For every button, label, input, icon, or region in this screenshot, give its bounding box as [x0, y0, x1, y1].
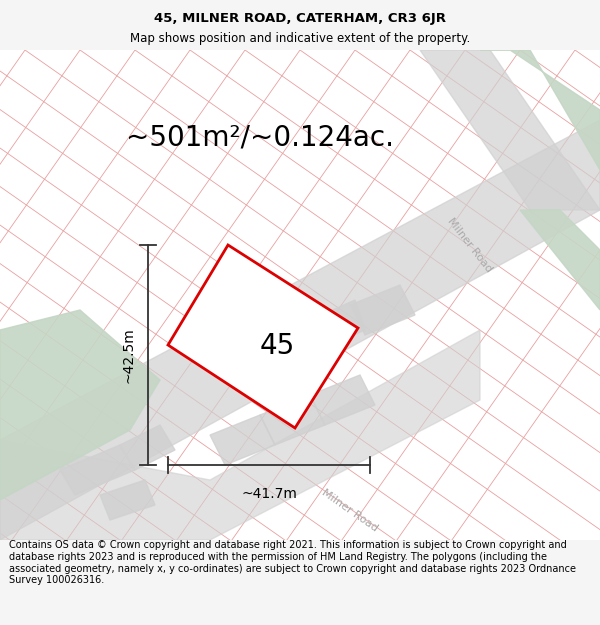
Text: Milner Road: Milner Road	[446, 216, 494, 274]
Polygon shape	[520, 210, 600, 310]
Polygon shape	[260, 395, 325, 445]
Text: ~42.5m: ~42.5m	[122, 327, 136, 383]
Text: Milner Road: Milner Road	[320, 487, 380, 533]
Text: ~501m²/~0.124ac.: ~501m²/~0.124ac.	[126, 124, 394, 152]
Polygon shape	[210, 415, 275, 465]
Text: Contains OS data © Crown copyright and database right 2021. This information is : Contains OS data © Crown copyright and d…	[9, 541, 576, 585]
Text: 45: 45	[260, 332, 295, 361]
Polygon shape	[420, 50, 600, 210]
Polygon shape	[60, 445, 135, 495]
Polygon shape	[0, 310, 160, 500]
Polygon shape	[350, 285, 415, 335]
Text: Map shows position and indicative extent of the property.: Map shows position and indicative extent…	[130, 32, 470, 45]
Text: 45, MILNER ROAD, CATERHAM, CR3 6JR: 45, MILNER ROAD, CATERHAM, CR3 6JR	[154, 12, 446, 25]
Polygon shape	[0, 330, 480, 540]
Polygon shape	[100, 480, 155, 520]
Polygon shape	[480, 50, 600, 170]
Polygon shape	[310, 375, 375, 425]
Polygon shape	[168, 245, 358, 428]
Polygon shape	[0, 120, 600, 540]
Text: ~41.7m: ~41.7m	[241, 487, 297, 501]
Polygon shape	[310, 300, 365, 350]
Polygon shape	[120, 425, 175, 470]
